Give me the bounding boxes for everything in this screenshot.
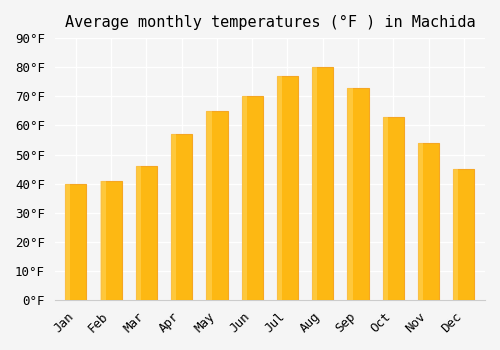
Bar: [453, 169, 458, 300]
Bar: [171, 134, 176, 300]
Bar: [242, 96, 263, 300]
Bar: [65, 184, 70, 300]
Bar: [100, 181, 121, 300]
Bar: [312, 67, 318, 300]
Bar: [136, 166, 141, 300]
Bar: [382, 117, 388, 300]
Bar: [206, 111, 212, 300]
Bar: [66, 184, 86, 300]
Bar: [136, 166, 157, 300]
Bar: [277, 76, 282, 300]
Bar: [242, 96, 247, 300]
Bar: [348, 88, 352, 300]
Bar: [418, 143, 423, 300]
Title: Average monthly temperatures (°F ) in Machida: Average monthly temperatures (°F ) in Ma…: [64, 15, 475, 30]
Bar: [277, 76, 298, 300]
Bar: [312, 67, 334, 300]
Bar: [382, 117, 404, 300]
Bar: [100, 181, 106, 300]
Bar: [418, 143, 439, 300]
Bar: [454, 169, 474, 300]
Bar: [206, 111, 228, 300]
Bar: [348, 88, 368, 300]
Bar: [171, 134, 192, 300]
